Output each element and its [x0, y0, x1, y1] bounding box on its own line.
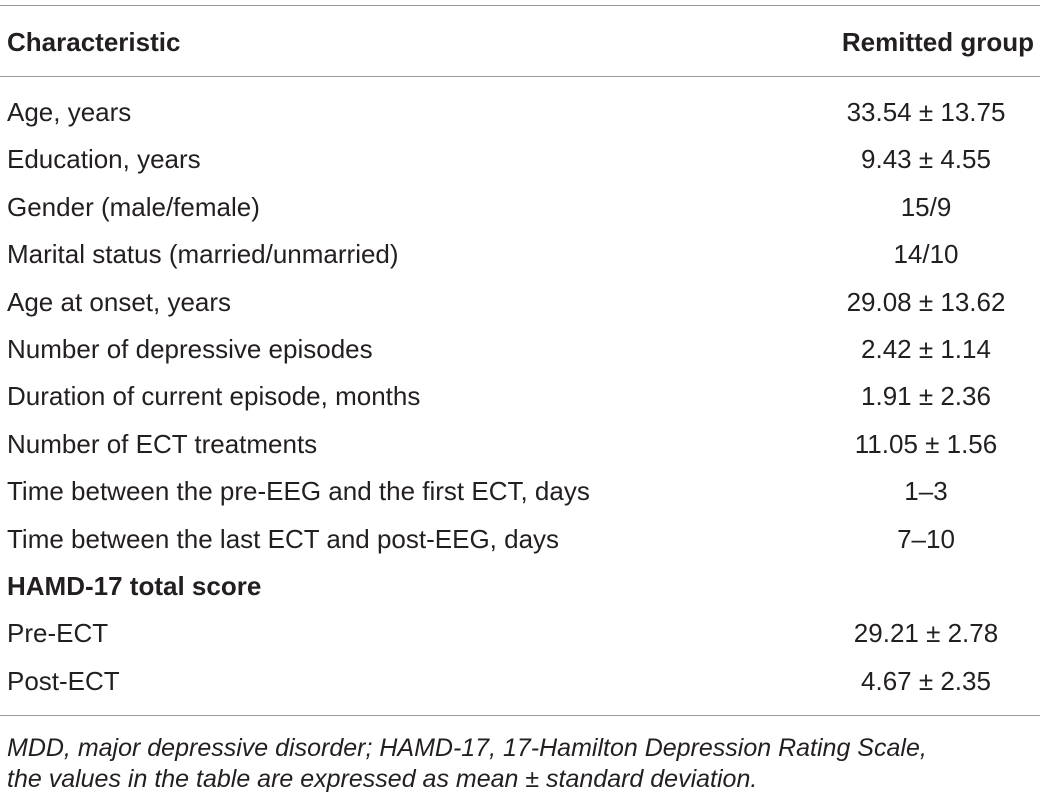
row-value: 15/9	[900, 191, 952, 222]
row-label: Number of depressive episodes	[7, 334, 373, 364]
row-value: 7–10	[897, 523, 955, 554]
row-value: 29.21 ± 2.78	[853, 618, 999, 649]
row-value: 9.43 ± 4.55	[861, 144, 991, 175]
row-label: Age, years	[7, 97, 132, 127]
row-label: Time between the last ECT and post-EEG, …	[7, 523, 560, 554]
row-label: Post-ECT	[7, 665, 120, 696]
header-rule	[0, 76, 1040, 77]
row-label: Marital status (married/unmarried)	[7, 239, 399, 270]
row-label: Number of ECT treatments	[7, 428, 318, 459]
column-header: Characteristic	[7, 27, 181, 57]
row-label: Pre-ECT	[7, 618, 109, 649]
row-label: Education, years	[7, 144, 201, 175]
row-value: 29.08 ± 13.62	[846, 286, 1006, 317]
column-header: Remitted group	[841, 27, 1034, 57]
bottom-rule	[0, 715, 1040, 716]
row-value: 2.42 ± 1.14	[861, 334, 991, 364]
footnote: the values in the table are expressed as…	[7, 765, 758, 793]
top-rule	[0, 5, 1040, 6]
footnote: MDD, major depressive disorder; HAMD-17,…	[7, 734, 927, 762]
row-value: 11.05 ± 1.56	[854, 428, 998, 459]
row-value: 33.54 ± 13.75	[846, 97, 1006, 127]
row-label: Gender (male/female)	[7, 191, 260, 222]
row-value: 1–3	[904, 476, 948, 507]
row-value: 14/10	[893, 239, 959, 270]
row-label: Duration of current episode, months	[7, 381, 421, 412]
row-value: 4.67 ± 2.35	[861, 665, 991, 696]
row-value: 1.91 ± 2.36	[861, 381, 991, 412]
section-heading: HAMD-17 total score	[7, 571, 262, 601]
row-label: Age at onset, years	[7, 286, 232, 317]
row-label: Time between the pre-EEG and the first E…	[7, 476, 590, 507]
